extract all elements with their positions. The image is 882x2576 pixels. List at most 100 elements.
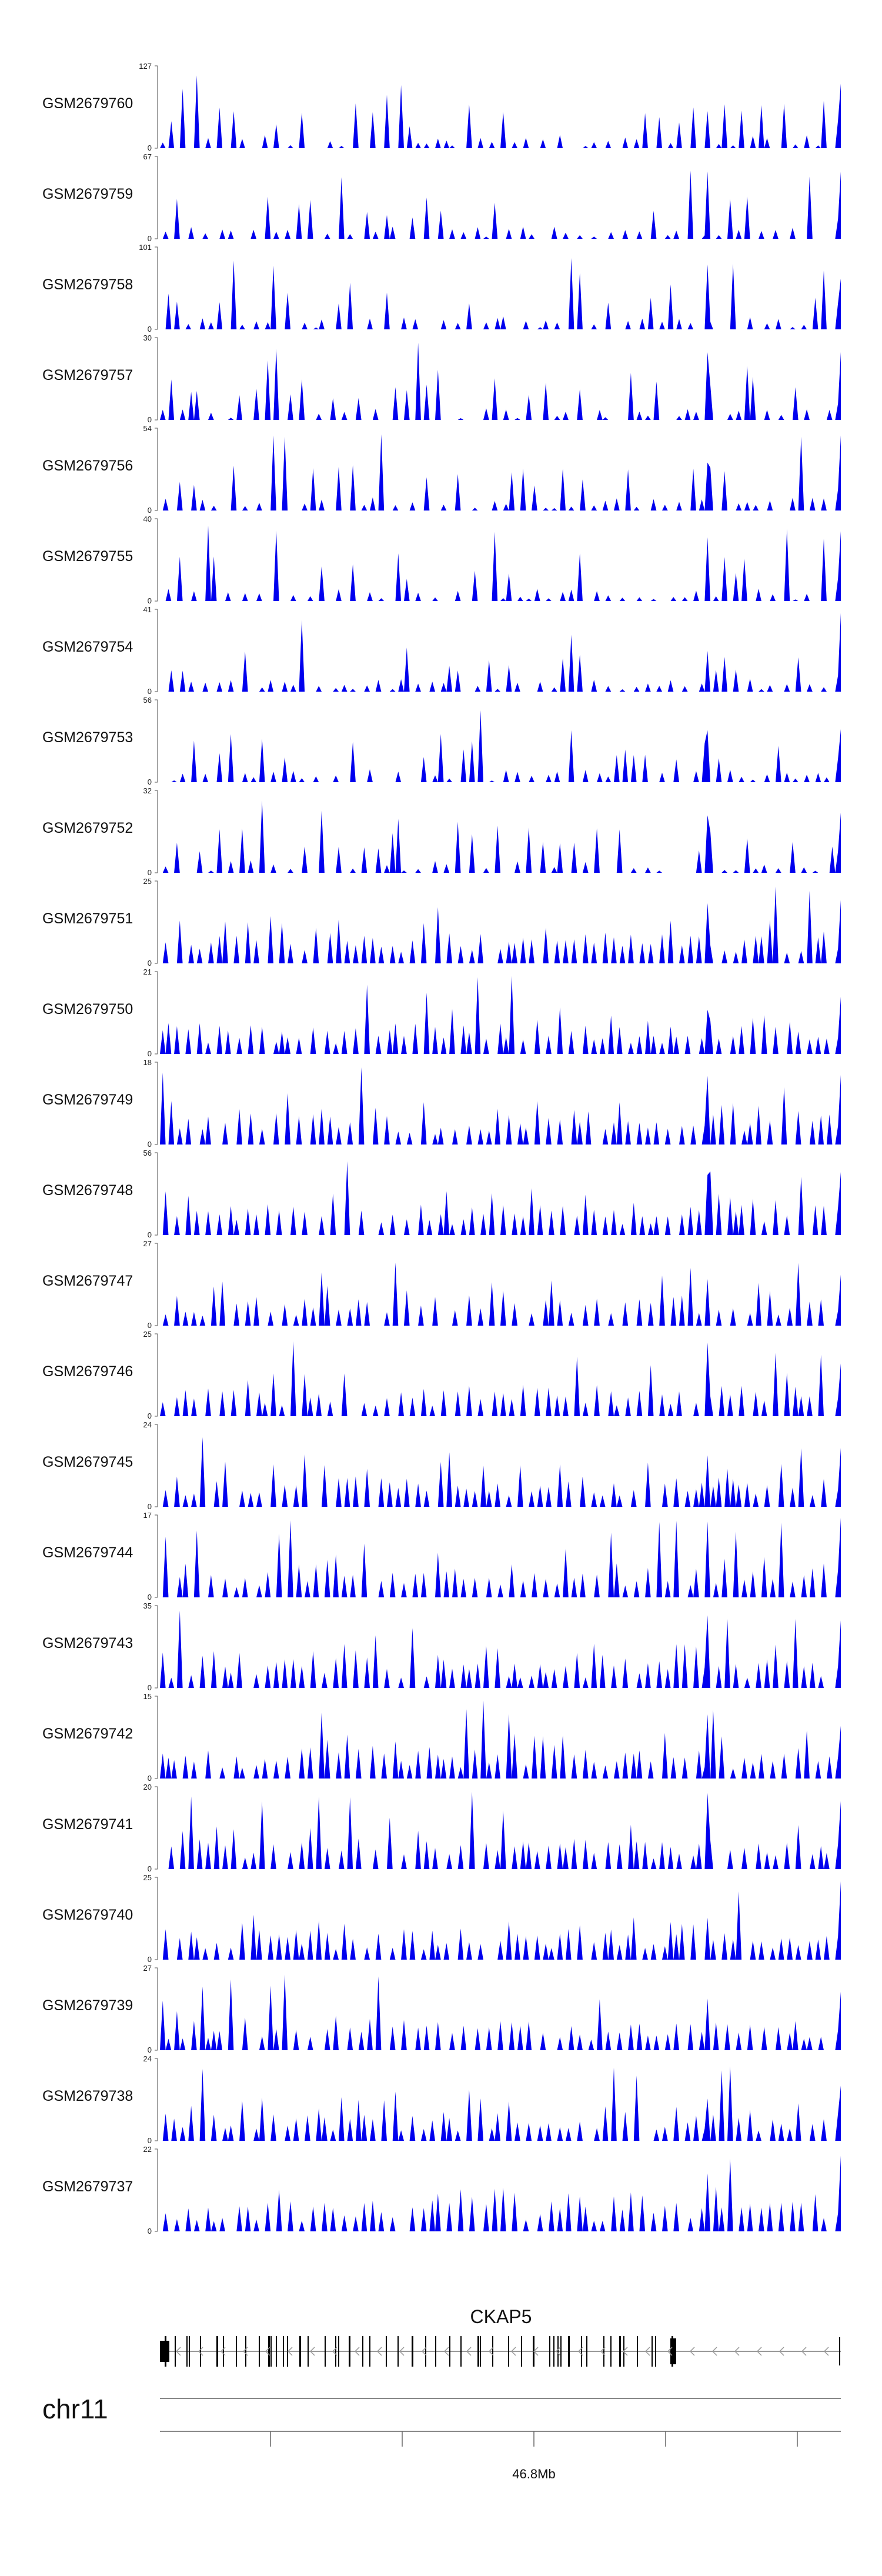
- track-ymax-label: 67: [143, 152, 152, 161]
- track-GSM2679744: GSM2679744 17 0: [42, 1511, 841, 1601]
- coverage-area: [160, 1517, 841, 1597]
- strand-arrow: [198, 2347, 203, 2356]
- coverage-area: [160, 434, 841, 510]
- coverage-area: [160, 1791, 841, 1869]
- track-ymax-label: 40: [143, 515, 152, 523]
- track-ymin-label: 0: [148, 1049, 152, 1058]
- track-label: GSM2679739: [42, 1997, 133, 2014]
- coverage-area: [160, 1881, 841, 1960]
- track-ymax-label: 101: [139, 243, 152, 252]
- track-ymin-label: 0: [148, 144, 152, 152]
- coverage-area: [160, 1610, 841, 1688]
- gene-exon: [397, 2336, 399, 2367]
- track-label: GSM2679749: [42, 1092, 133, 1108]
- strand-arrow: [354, 2347, 360, 2356]
- strand-arrow: [332, 2347, 338, 2356]
- track-label: GSM2679744: [42, 1544, 133, 1561]
- track-label: GSM2679758: [42, 276, 133, 293]
- chromosome-label: chr11: [42, 2394, 108, 2424]
- strand-arrow: [555, 2347, 561, 2356]
- coverage-area: [160, 1067, 841, 1144]
- track-ymin-label: 0: [148, 778, 152, 786]
- track-GSM2679756: GSM2679756 54 0: [42, 424, 841, 515]
- gene-exon: [619, 2336, 621, 2367]
- track-label: GSM2679743: [42, 1635, 133, 1651]
- track-label: GSM2679742: [42, 1726, 133, 1742]
- track-GSM2679758: GSM2679758 101 0: [42, 243, 841, 333]
- track-ymin-label: 0: [148, 1321, 152, 1330]
- coverage-area: [160, 1161, 841, 1235]
- track-ymin-label: 0: [148, 2227, 152, 2235]
- track-label: GSM2679738: [42, 2088, 133, 2104]
- track-ymin-label: 0: [148, 959, 152, 967]
- strand-arrow: [533, 2347, 539, 2356]
- track-label: GSM2679740: [42, 1907, 133, 1923]
- gene-exon: [200, 2336, 201, 2367]
- gene-exon: [283, 2336, 284, 2367]
- gene-exon: [335, 2336, 336, 2367]
- track-ymax-label: 35: [143, 1601, 152, 1610]
- track-ymin-label: 0: [148, 1683, 152, 1692]
- gene-exon: [245, 2336, 246, 2367]
- gene-exon: [553, 2336, 554, 2367]
- track-ymin-label: 0: [148, 1502, 152, 1511]
- gene-exon: [369, 2336, 370, 2367]
- gene-exon: [521, 2336, 522, 2367]
- track-GSM2679748: GSM2679748 56 0: [42, 1149, 841, 1239]
- track-label: GSM2679754: [42, 639, 133, 655]
- gene-exon: [560, 2336, 562, 2367]
- track-ymax-label: 41: [143, 605, 152, 614]
- track-ymax-label: 56: [143, 696, 152, 705]
- track-ymax-label: 25: [143, 1873, 152, 1882]
- strand-arrow: [756, 2347, 762, 2356]
- track-GSM2679753: GSM2679753 56 0: [42, 696, 841, 786]
- strand-arrow: [577, 2347, 583, 2356]
- gene-exon: [492, 2336, 493, 2367]
- track-ymax-label: 21: [143, 967, 152, 976]
- gene-exon: [236, 2336, 237, 2367]
- coverage-area: [160, 1700, 841, 1778]
- track-ymax-label: 25: [143, 1330, 152, 1339]
- track-ymin-label: 0: [148, 1412, 152, 1420]
- strand-arrow: [220, 2347, 226, 2356]
- track-GSM2679745: GSM2679745 24 0: [42, 1420, 841, 1511]
- track-ymax-label: 17: [143, 1511, 152, 1520]
- gene-utr-block: [160, 2341, 169, 2362]
- track-label: GSM2679750: [42, 1001, 133, 1017]
- track-label: GSM2679737: [42, 2178, 133, 2195]
- strand-arrow: [421, 2347, 427, 2356]
- gene-exon: [276, 2336, 277, 2367]
- gene-exon-block: [670, 2338, 676, 2364]
- track-ymin-label: 0: [148, 2046, 152, 2054]
- gene-exon: [186, 2336, 188, 2367]
- coverage-area: [160, 710, 841, 782]
- gene-exon: [425, 2336, 426, 2367]
- gene-exon: [216, 2336, 218, 2367]
- gene-exon: [189, 2336, 190, 2367]
- track-ymax-label: 20: [143, 1783, 152, 1791]
- track-GSM2679755: GSM2679755 40 0: [42, 515, 841, 605]
- strand-arrow: [823, 2347, 829, 2356]
- track-GSM2679739: GSM2679739 27 0: [42, 1964, 841, 2054]
- strand-arrow: [600, 2347, 606, 2356]
- gene-track: CKAP5: [160, 2306, 841, 2367]
- track-GSM2679754: GSM2679754 41 0: [42, 605, 841, 696]
- track-label: GSM2679757: [42, 367, 133, 383]
- gene-exon: [480, 2336, 481, 2367]
- gene-exon: [362, 2336, 363, 2367]
- strand-arrow: [510, 2347, 516, 2356]
- coverage-tracks: GSM26797601270GSM2679759670GSM2679758101…: [42, 62, 841, 2235]
- track-ymin-label: 0: [148, 1955, 152, 1964]
- gene-exon: [557, 2336, 559, 2367]
- track-GSM2679749: GSM2679749 18 0: [42, 1058, 841, 1149]
- gene-exon: [568, 2336, 570, 2367]
- track-label: GSM2679747: [42, 1273, 133, 1289]
- gene-exon: [349, 2336, 350, 2367]
- gene-exon: [477, 2336, 479, 2367]
- track-ymax-label: 18: [143, 1058, 152, 1067]
- track-ymax-label: 15: [143, 1692, 152, 1701]
- strand-arrow: [622, 2347, 628, 2356]
- track-ymin-label: 0: [148, 868, 152, 877]
- track-GSM2679737: GSM2679737 22 0: [42, 2145, 841, 2235]
